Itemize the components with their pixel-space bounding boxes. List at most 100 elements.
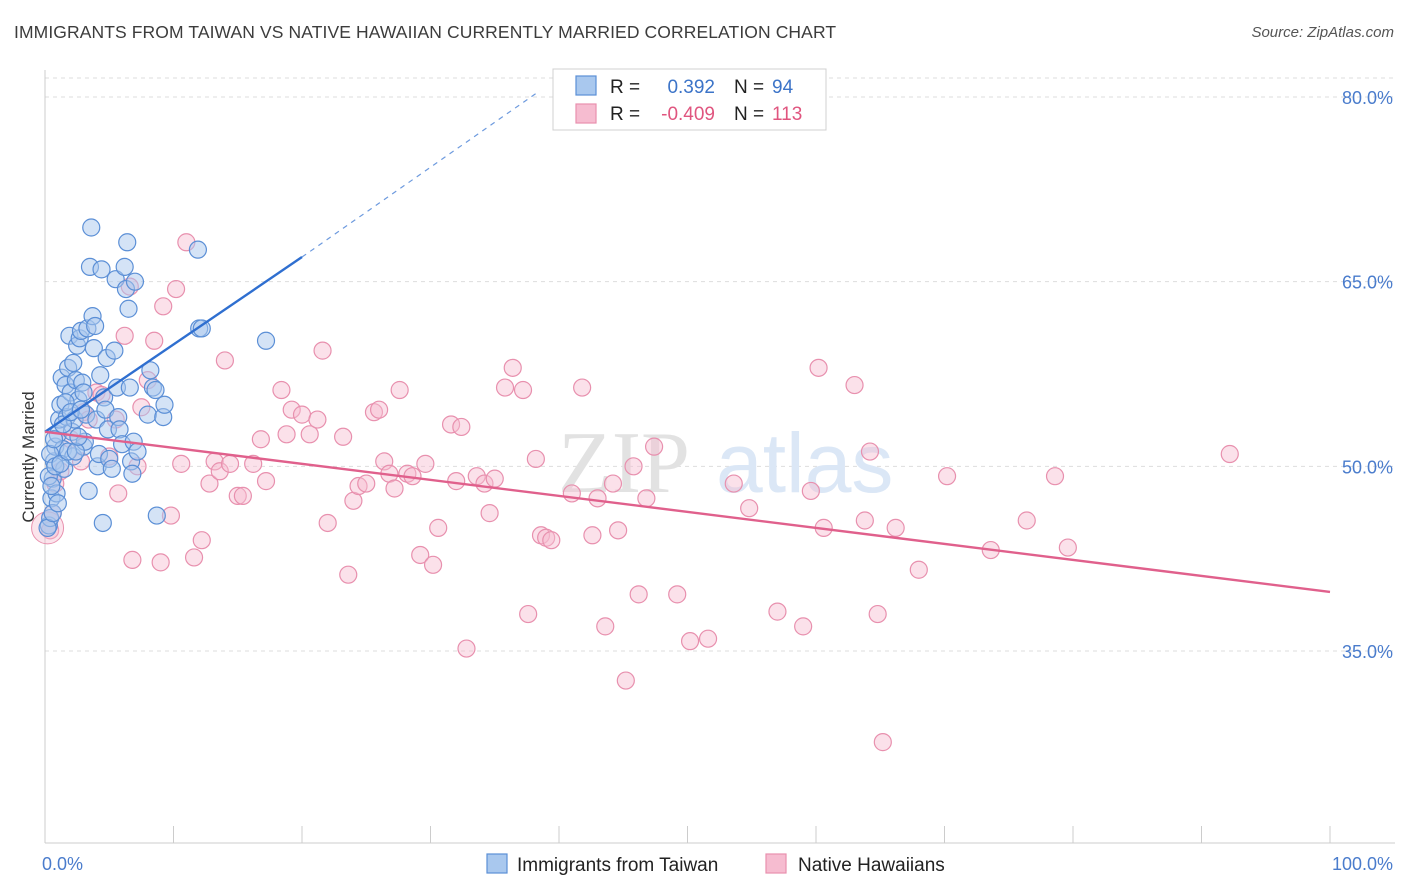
data-point <box>172 454 191 473</box>
data-point <box>909 560 928 579</box>
data-point <box>334 427 353 446</box>
data-point <box>457 639 476 658</box>
y-tick-label: 35.0% <box>1342 642 1393 662</box>
data-point <box>855 511 874 530</box>
x-tick-labels: 0.0% 100.0% <box>42 854 1393 874</box>
data-point <box>66 442 85 461</box>
legend-r-value-pink: -0.409 <box>661 104 715 125</box>
data-point <box>1220 444 1239 464</box>
legend-r-label: R = <box>610 77 640 98</box>
data-point <box>84 339 103 358</box>
data-point <box>357 474 376 493</box>
data-point <box>74 383 93 402</box>
data-point <box>155 395 174 414</box>
data-point <box>292 405 312 424</box>
data-point <box>583 526 602 545</box>
watermark: ZIP atlas <box>558 415 893 512</box>
data-point <box>596 617 615 636</box>
data-point <box>109 484 128 503</box>
data-point <box>102 459 121 478</box>
data-point <box>64 353 83 373</box>
data-point <box>300 425 319 444</box>
data-point <box>154 297 173 316</box>
data-point <box>145 331 164 350</box>
data-point <box>220 454 240 473</box>
legend-swatch-pink <box>575 103 597 124</box>
data-point <box>416 454 435 473</box>
data-point <box>616 671 635 690</box>
data-point <box>390 380 409 400</box>
data-point <box>79 481 98 501</box>
data-point <box>125 272 145 291</box>
data-point <box>120 378 139 397</box>
data-point <box>411 545 430 565</box>
data-point <box>680 632 700 651</box>
data-point <box>233 486 252 505</box>
data-point <box>272 380 291 400</box>
chart-title: IMMIGRANTS FROM TAIWAN VS NATIVE HAWAIIA… <box>14 22 837 42</box>
data-point <box>513 380 533 400</box>
data-point <box>937 467 957 486</box>
data-point <box>339 565 358 584</box>
legend-r-label: R = <box>610 104 640 125</box>
data-point <box>192 319 211 338</box>
data-point <box>801 481 820 501</box>
data-point <box>519 604 538 624</box>
data-point <box>873 733 892 752</box>
data-point <box>447 472 466 491</box>
legend-swatch-blue <box>575 75 597 96</box>
data-point <box>151 553 170 572</box>
data-point <box>452 417 471 437</box>
data-point <box>141 361 160 380</box>
data-point <box>794 617 813 636</box>
data-point <box>105 341 124 360</box>
data-point <box>146 380 165 400</box>
data-point <box>1045 467 1065 486</box>
data-point <box>188 240 208 259</box>
data-point <box>1017 511 1036 530</box>
data-point <box>318 513 337 533</box>
data-point <box>637 489 656 508</box>
trendline-hawaiians <box>44 430 1331 594</box>
data-point <box>644 437 664 456</box>
bottom-legend-swatch-pink <box>765 853 787 874</box>
data-point <box>860 442 880 461</box>
data-point <box>118 233 137 252</box>
data-point <box>503 358 522 377</box>
trendline-taiwan <box>44 256 303 433</box>
data-point <box>256 472 276 491</box>
data-point <box>92 260 111 279</box>
data-point <box>423 555 443 574</box>
legend-n-value-pink: 113 <box>772 104 802 125</box>
data-point <box>244 454 263 473</box>
y-tick-label: 50.0% <box>1342 457 1393 477</box>
legend-n-label: N = <box>734 77 764 98</box>
data-point <box>480 504 499 523</box>
data-point <box>115 326 134 345</box>
data-point <box>82 218 101 237</box>
y-tick-label: 80.0% <box>1342 88 1393 108</box>
data-point <box>93 513 112 533</box>
data-point <box>44 430 64 449</box>
data-point <box>609 521 628 540</box>
data-point <box>429 518 448 537</box>
data-point <box>868 604 887 624</box>
data-point <box>184 548 204 567</box>
data-point <box>200 474 219 493</box>
data-point <box>215 351 234 370</box>
data-point <box>147 506 166 525</box>
data-point <box>495 378 515 397</box>
svg-text:atlas: atlas <box>716 416 893 510</box>
data-point <box>698 629 718 648</box>
y-tick-labels: 80.0% 65.0% 50.0% 35.0% <box>1342 88 1393 662</box>
data-point <box>485 469 504 488</box>
data-point <box>724 474 743 493</box>
x-tick-label: 100.0% <box>1332 854 1393 874</box>
data-point <box>282 400 301 419</box>
data-point <box>48 494 67 513</box>
data-point <box>128 442 147 461</box>
data-point <box>573 378 592 397</box>
gridlines <box>45 77 1395 652</box>
data-point <box>629 585 648 604</box>
legend-n-label: N = <box>734 104 764 125</box>
